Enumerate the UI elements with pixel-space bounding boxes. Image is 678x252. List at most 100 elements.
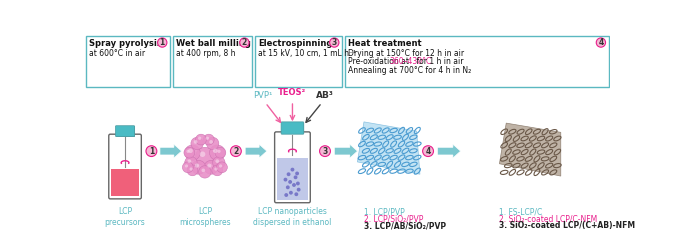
Text: 4: 4 — [426, 147, 431, 156]
Circle shape — [194, 140, 197, 144]
FancyBboxPatch shape — [281, 122, 304, 134]
Text: PVP¹: PVP¹ — [254, 90, 273, 100]
Text: Pre-oxidation at: Pre-oxidation at — [348, 57, 412, 66]
Text: 3: 3 — [332, 38, 337, 47]
Circle shape — [294, 175, 298, 179]
Bar — [111, 169, 138, 196]
Text: 1. LCP/PVP: 1. LCP/PVP — [364, 207, 405, 216]
Text: Wet ball milling: Wet ball milling — [176, 40, 251, 48]
Circle shape — [205, 137, 209, 140]
Circle shape — [213, 148, 218, 153]
Bar — [255, 36, 342, 87]
Polygon shape — [500, 123, 561, 176]
Text: LCP nanoparticles
dispersed in ethanol: LCP nanoparticles dispersed in ethanol — [254, 207, 332, 228]
Text: at 600°C in air: at 600°C in air — [89, 49, 146, 58]
Circle shape — [287, 172, 290, 176]
FancyBboxPatch shape — [275, 132, 311, 203]
Circle shape — [294, 192, 298, 196]
FancyArrow shape — [334, 144, 357, 158]
Circle shape — [215, 147, 226, 158]
Circle shape — [195, 164, 199, 168]
Circle shape — [231, 146, 241, 156]
Circle shape — [213, 156, 225, 169]
FancyArrow shape — [160, 144, 182, 158]
Circle shape — [200, 151, 205, 157]
Text: 2: 2 — [233, 147, 239, 156]
Circle shape — [297, 188, 300, 192]
Circle shape — [184, 147, 195, 158]
Circle shape — [292, 183, 296, 187]
Text: 3: 3 — [322, 147, 327, 156]
Text: 3. SiO₂-coated LCP/(C+AB)-NFM: 3. SiO₂-coated LCP/(C+AB)-NFM — [500, 221, 635, 230]
Bar — [116, 127, 134, 136]
Text: Drying at 150°C for 12 h in air: Drying at 150°C for 12 h in air — [348, 49, 464, 58]
Text: TEOS²: TEOS² — [279, 88, 306, 97]
Circle shape — [206, 137, 219, 150]
Circle shape — [212, 165, 222, 176]
Circle shape — [182, 162, 193, 173]
Text: at 15 kV, 10 cm, 1 mL h⁻¹: at 15 kV, 10 cm, 1 mL h⁻¹ — [258, 49, 357, 58]
Text: 2. SiO₂-coated LCP/C-NFM: 2. SiO₂-coated LCP/C-NFM — [500, 214, 597, 223]
Text: for 1 h in air: for 1 h in air — [414, 57, 464, 66]
Circle shape — [216, 162, 227, 173]
Circle shape — [218, 150, 220, 153]
Circle shape — [199, 166, 211, 178]
Circle shape — [188, 148, 193, 153]
Bar — [277, 158, 308, 200]
Circle shape — [214, 167, 218, 171]
Circle shape — [290, 168, 294, 172]
Circle shape — [210, 140, 213, 144]
Circle shape — [219, 164, 222, 168]
Text: 1: 1 — [148, 147, 154, 156]
Circle shape — [210, 145, 225, 160]
Text: LCP
microspheres: LCP microspheres — [179, 207, 231, 228]
Circle shape — [596, 38, 605, 47]
Circle shape — [286, 185, 290, 189]
FancyBboxPatch shape — [115, 126, 135, 137]
Circle shape — [188, 159, 191, 163]
Text: 4: 4 — [598, 38, 603, 47]
Text: 1: 1 — [159, 38, 165, 47]
Circle shape — [289, 191, 293, 195]
Text: Heat treatment: Heat treatment — [348, 40, 422, 48]
Circle shape — [184, 145, 200, 160]
Circle shape — [284, 193, 288, 197]
Circle shape — [195, 134, 206, 145]
Circle shape — [185, 164, 188, 168]
Polygon shape — [357, 122, 420, 174]
Circle shape — [319, 146, 330, 156]
Bar — [345, 36, 609, 87]
Circle shape — [330, 38, 339, 47]
Circle shape — [198, 137, 201, 140]
Text: 3. LCP/AB/SiO₂/PVP: 3. LCP/AB/SiO₂/PVP — [364, 221, 446, 230]
Circle shape — [240, 38, 249, 47]
Circle shape — [184, 156, 197, 169]
FancyBboxPatch shape — [108, 134, 141, 199]
Text: Annealing at 700°C for 4 h in N₂: Annealing at 700°C for 4 h in N₂ — [348, 66, 471, 75]
Text: Electrospinning: Electrospinning — [258, 40, 333, 48]
Circle shape — [195, 147, 214, 166]
Circle shape — [422, 146, 433, 156]
Circle shape — [189, 167, 193, 171]
Circle shape — [191, 137, 203, 150]
Circle shape — [283, 178, 287, 181]
Circle shape — [295, 172, 299, 175]
Bar — [86, 36, 170, 87]
Text: Spray pyrolysis: Spray pyrolysis — [89, 40, 162, 48]
Circle shape — [146, 146, 157, 156]
Circle shape — [203, 134, 214, 145]
FancyArrow shape — [437, 144, 460, 158]
Circle shape — [187, 165, 198, 176]
Text: AB³: AB³ — [316, 90, 334, 100]
Text: LCP
precursors: LCP precursors — [104, 207, 145, 228]
Circle shape — [216, 159, 219, 163]
Text: 2: 2 — [242, 38, 247, 47]
Text: at 400 rpm, 8 h: at 400 rpm, 8 h — [176, 49, 236, 58]
FancyArrow shape — [245, 144, 267, 158]
Circle shape — [186, 150, 190, 153]
Circle shape — [204, 160, 218, 174]
Bar — [173, 36, 252, 87]
Text: 360–430°C: 360–430°C — [389, 57, 432, 66]
Text: 2. LCP/SiO₂/PVP: 2. LCP/SiO₂/PVP — [364, 214, 423, 223]
Circle shape — [192, 160, 205, 174]
